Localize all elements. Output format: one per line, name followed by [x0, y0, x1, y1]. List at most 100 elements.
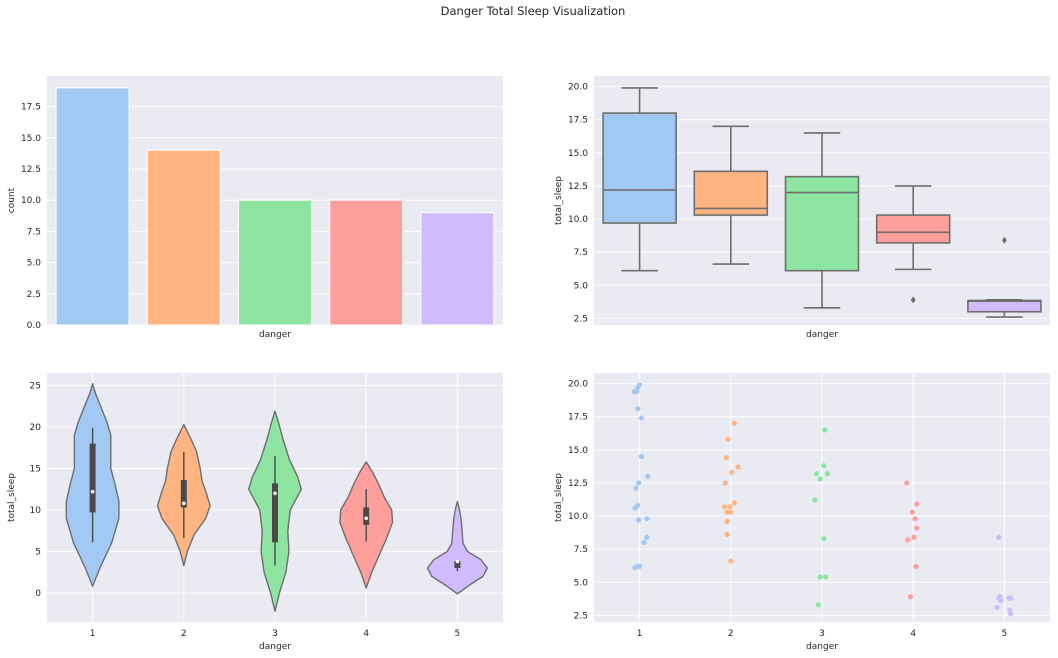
- y-tick-label: 2.5: [574, 314, 588, 324]
- y-tick-label: 2.5: [27, 290, 41, 300]
- y-tick-label: 15.0: [568, 446, 588, 456]
- violin-iqr: [454, 560, 461, 569]
- bar: [329, 199, 404, 326]
- box: [967, 299, 1042, 313]
- y-tick-label: 5.0: [574, 281, 589, 291]
- strip-point: [812, 497, 818, 503]
- strip-point: [725, 436, 731, 442]
- y-tick-label: 10.0: [21, 196, 41, 206]
- y-tick-label: 25: [30, 381, 41, 391]
- x-tick-label: 4: [363, 629, 369, 639]
- strip-point: [813, 471, 820, 477]
- violin-iqr: [180, 480, 187, 508]
- strip-point: [636, 480, 642, 486]
- violin-median: [182, 501, 186, 506]
- strip-point: [996, 534, 1002, 540]
- strip-point: [912, 516, 918, 522]
- x-tick-label: 2: [181, 629, 187, 639]
- box: [602, 112, 677, 224]
- y-tick-label: 20.0: [568, 380, 588, 390]
- strip-point: [994, 604, 1000, 611]
- y-tick-label: 15.0: [21, 134, 41, 144]
- strip-point: [905, 537, 911, 543]
- strip-point: [641, 539, 647, 546]
- violin-median: [90, 489, 95, 494]
- strip-point: [815, 602, 821, 608]
- y-tick-label: 5.0: [574, 578, 589, 588]
- y-axis-label: count: [7, 187, 17, 213]
- violin-iqr: [272, 483, 278, 543]
- y-tick-label: 17.5: [568, 116, 588, 126]
- y-tick-label: 15.0: [568, 149, 588, 159]
- strip-point: [911, 534, 917, 540]
- y-tick-label: 7.5: [574, 545, 588, 555]
- strip-point: [909, 509, 915, 515]
- strip-point: [722, 480, 728, 486]
- bar: [238, 199, 312, 326]
- strip-point: [729, 469, 735, 475]
- x-tick-label: 5: [1002, 629, 1008, 639]
- strip-point: [731, 500, 738, 506]
- y-tick-label: 10.0: [568, 215, 588, 225]
- flier: [910, 296, 916, 304]
- y-tick-label: 17.5: [568, 413, 588, 423]
- strip-point: [821, 463, 827, 469]
- y-axis-label: total_sleep: [7, 473, 17, 522]
- bar-chart-count: 0.0 2.5 5.0 7.5 10.0 12.5 15.0 17.5 danger count: [7, 76, 503, 340]
- strip-point: [904, 480, 910, 486]
- violin-iqr: [363, 507, 370, 525]
- bar: [146, 149, 221, 326]
- y-tick-label: 12.5: [568, 479, 588, 489]
- strip-point: [634, 388, 640, 395]
- strip-point: [723, 455, 729, 461]
- x-tick-label: 1: [637, 629, 643, 639]
- strip-point: [635, 384, 641, 391]
- y-axis-label: total_sleep: [554, 176, 564, 225]
- strip-point: [998, 598, 1004, 604]
- box: [875, 214, 951, 244]
- strip-point: [913, 563, 919, 569]
- strip-point: [817, 574, 823, 580]
- strip-point: [638, 415, 645, 421]
- strip-point: [728, 509, 734, 515]
- violin-median: [364, 516, 369, 521]
- strip-point: [638, 453, 645, 460]
- strip-point: [1006, 595, 1012, 601]
- y-tick-label: 7.5: [27, 227, 41, 237]
- x-tick-label: 4: [910, 629, 916, 639]
- strip-point: [824, 471, 831, 477]
- strip-point: [731, 420, 738, 426]
- strip-point: [727, 504, 733, 510]
- strip-plot-total-sleep: 2.5 5.0 7.5 10.0 12.5 15.0 17.5 20.0 1 2 3 4 5 danger…: [554, 373, 1050, 652]
- strip-point: [721, 504, 728, 510]
- x-tick-label: 3: [819, 629, 825, 639]
- strip-point: [636, 517, 642, 523]
- strip-point: [724, 531, 730, 538]
- x-axis-label: danger: [806, 642, 838, 652]
- strip-point: [728, 558, 734, 564]
- strip-point: [914, 525, 920, 531]
- x-axis-label: danger: [259, 642, 291, 652]
- strip-point: [821, 535, 827, 542]
- strip-point: [1008, 611, 1014, 617]
- y-tick-label: 5.0: [27, 259, 42, 269]
- strip-point: [817, 476, 823, 482]
- strip-point: [644, 534, 650, 540]
- bar: [55, 87, 130, 326]
- y-tick-label: 12.5: [21, 165, 41, 175]
- y-axis-label: total_sleep: [554, 473, 564, 522]
- strip-point: [724, 509, 730, 515]
- violin-plot-total-sleep: 0 5 10 15 20 25 1 2 3 4 5 danger total_sleep: [7, 373, 503, 652]
- y-tick-label: 20: [30, 423, 42, 433]
- violin-body: [426, 500, 488, 595]
- y-tick-label: 15: [30, 464, 41, 474]
- box: [784, 175, 860, 272]
- strip-point: [914, 501, 920, 507]
- strip-point: [735, 464, 741, 470]
- x-tick-label: 1: [90, 629, 96, 639]
- y-tick-label: 17.5: [21, 103, 41, 113]
- y-tick-label: 0.0: [27, 321, 42, 331]
- y-tick-label: 20.0: [568, 83, 588, 93]
- strip-point: [635, 406, 641, 412]
